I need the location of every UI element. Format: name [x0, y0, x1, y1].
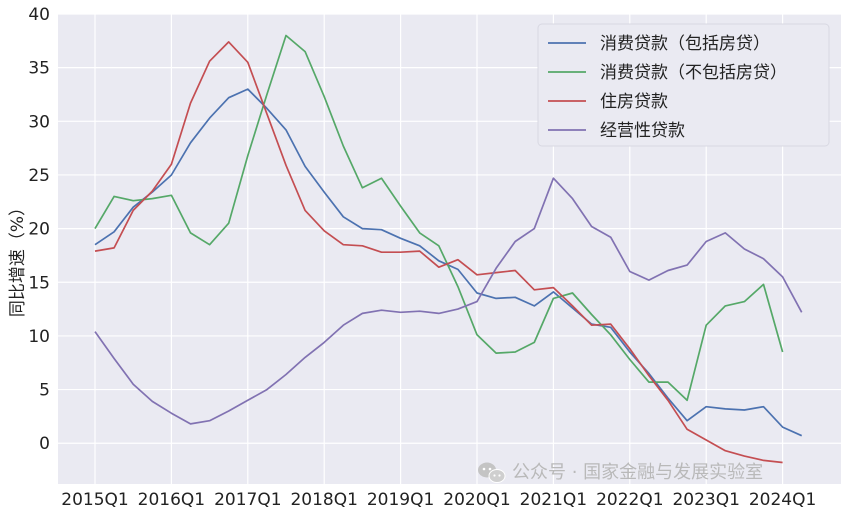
x-tick-label: 2019Q1	[367, 490, 434, 510]
x-tick-label: 2021Q1	[520, 490, 587, 510]
y-tick-label: 15	[28, 273, 50, 293]
legend-label: 消费贷款（不包括房贷）	[600, 63, 787, 83]
y-tick-label: 30	[28, 112, 50, 132]
x-tick-label: 2017Q1	[214, 490, 281, 510]
y-tick-label: 25	[28, 166, 50, 186]
y-tick-label: 5	[39, 381, 50, 401]
series-line-4	[94, 177, 803, 425]
y-tick-label: 0	[39, 434, 50, 454]
watermark: 公众号 · 国家金融与发展实验室	[478, 462, 763, 483]
x-tick-label: 2018Q1	[290, 490, 357, 510]
y-tick-label: 20	[28, 220, 50, 240]
y-tick-label: 10	[28, 327, 50, 347]
x-tick-label: 2024Q1	[749, 490, 816, 510]
y-tick-label: 40	[28, 5, 50, 25]
y-axis-label: 同比增速（%）	[8, 199, 28, 317]
grid-lines	[58, 13, 841, 484]
series-line-3	[94, 41, 783, 464]
y-tick-labels: 0 5 10 15 20 25 30 35 40	[28, 5, 50, 454]
legend-box	[537, 23, 830, 147]
wechat-icon	[478, 462, 506, 483]
y-tick-label: 35	[28, 59, 50, 79]
x-tick-label: 2015Q1	[61, 490, 128, 510]
x-tick-label: 2023Q1	[672, 490, 739, 510]
x-tick-labels: 2015Q1 2016Q1 2017Q1 2018Q1 2019Q1 2020Q1 2021…	[61, 490, 816, 510]
x-tick-label: 2020Q1	[443, 490, 510, 510]
series-line-2	[94, 34, 784, 402]
watermark-text: 公众号 · 国家金融与发展实验室	[512, 462, 763, 483]
x-tick-label: 2016Q1	[138, 490, 205, 510]
x-tick-label: 2022Q1	[596, 490, 663, 510]
legend-label: 消费贷款（包括房贷）	[600, 34, 770, 54]
legend-label: 住房贷款	[600, 92, 668, 112]
series-lines	[94, 34, 803, 464]
legend-label: 经营性贷款	[600, 121, 685, 141]
